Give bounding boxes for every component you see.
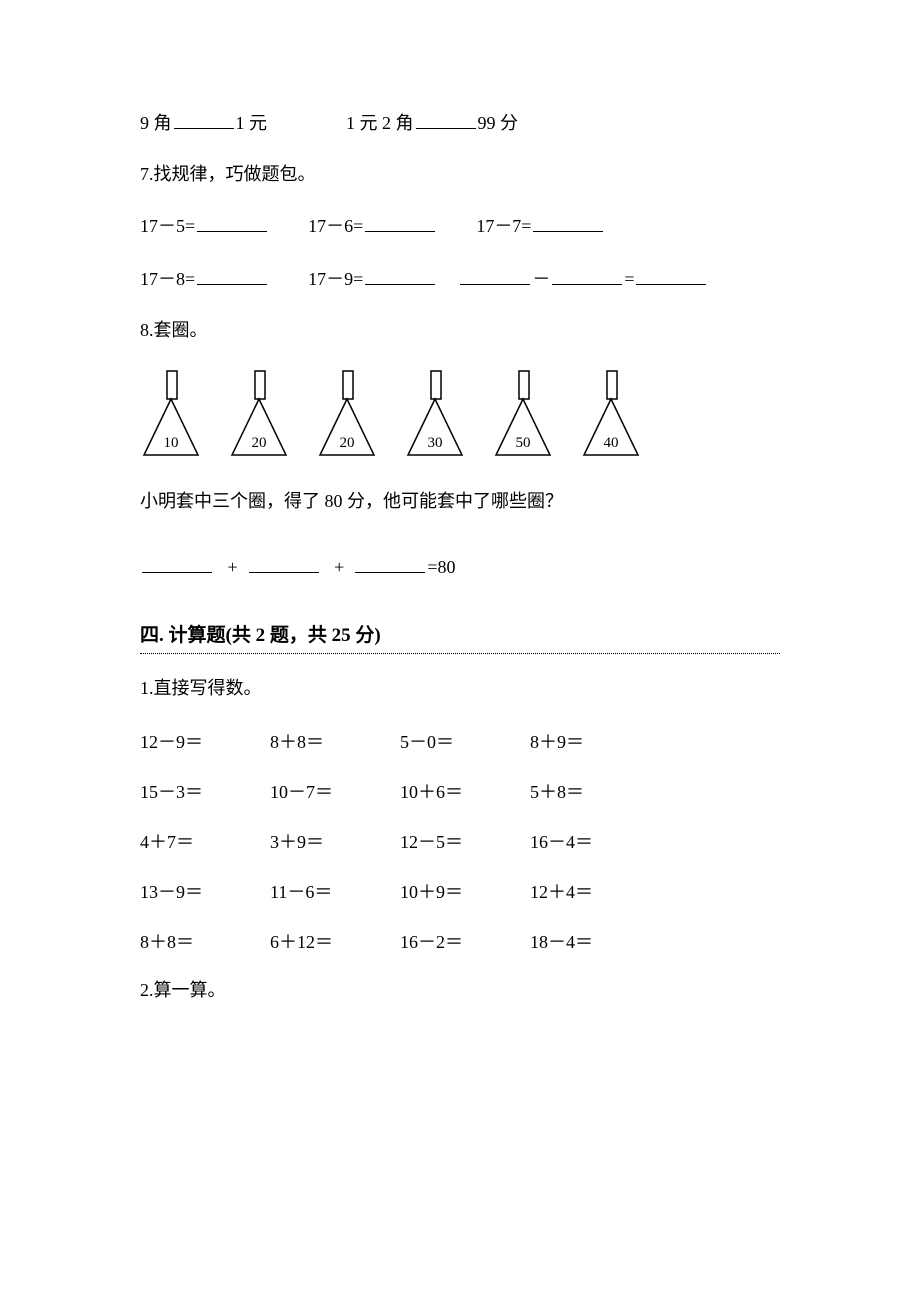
blank[interactable] xyxy=(355,554,425,573)
s4-q1-title: 直接写得数。 xyxy=(154,678,262,698)
calc-grid: 12－9＝ 8＋8＝ 5－0＝ 8＋9＝ 15－3＝ 10－7＝ 10＋6＝ 5… xyxy=(140,728,780,954)
calc-cell: 18－4＝ xyxy=(530,928,660,954)
calc-cell: 12－9＝ xyxy=(140,728,270,754)
s4-q2-number: 2. xyxy=(140,980,154,1000)
section4-title: 四. 计算题(共 2 题，共 25 分) xyxy=(140,620,780,647)
calc-row: 8＋8＝ 6＋12＝ 16－2＝ 18－4＝ xyxy=(140,928,780,954)
q7-expr: 17－9= xyxy=(308,269,363,289)
blank[interactable] xyxy=(636,266,706,285)
funnel-row: 10 20 20 30 50 40 xyxy=(140,369,780,459)
blank[interactable] xyxy=(552,266,622,285)
q6-right-b: 99 分 xyxy=(478,113,519,133)
blank[interactable] xyxy=(142,554,212,573)
blank[interactable] xyxy=(197,266,267,285)
plus: + xyxy=(334,557,344,577)
q8-number: 8. xyxy=(140,320,154,340)
blank[interactable] xyxy=(460,266,530,285)
calc-cell: 8＋8＝ xyxy=(140,928,270,954)
q7-title: 找规律，巧做题包。 xyxy=(154,164,316,184)
calc-cell: 6＋12＝ xyxy=(270,928,400,954)
blank[interactable] xyxy=(533,213,603,232)
calc-row: 15－3＝ 10－7＝ 10＋6＝ 5＋8＝ xyxy=(140,778,780,804)
q6-line: 9 角 1 元 1 元 2 角 99 分 xyxy=(140,110,780,136)
calc-cell: 12＋4＝ xyxy=(530,878,660,904)
q7-number: 7. xyxy=(140,164,154,184)
calc-cell: 8＋8＝ xyxy=(270,728,400,754)
calc-cell: 10－7＝ xyxy=(270,778,400,804)
funnel-icon: 30 xyxy=(404,369,466,459)
calc-cell: 10＋6＝ xyxy=(400,778,530,804)
calc-cell: 13－9＝ xyxy=(140,878,270,904)
blank[interactable] xyxy=(174,110,234,129)
eq: = xyxy=(624,269,634,289)
s4-q1-heading: 1.直接写得数。 xyxy=(140,676,780,701)
q7-expr: 17－7= xyxy=(476,216,531,236)
q7-row1: 17－5= 17－6= 17－7= xyxy=(140,213,780,239)
calc-cell: 16－4＝ xyxy=(530,828,660,854)
funnel-icon: 50 xyxy=(492,369,554,459)
funnel-value: 30 xyxy=(428,435,443,451)
calc-cell: 5－0＝ xyxy=(400,728,530,754)
s4-q2-heading: 2.算一算。 xyxy=(140,978,780,1003)
blank[interactable] xyxy=(249,554,319,573)
q8-equation: + + =80 xyxy=(140,554,780,580)
calc-cell: 11－6＝ xyxy=(270,878,400,904)
calc-row: 13－9＝ 11－6＝ 10＋9＝ 12＋4＝ xyxy=(140,878,780,904)
funnel-icon: 20 xyxy=(228,369,290,459)
q7-expr: 17－5= xyxy=(140,216,195,236)
funnel-value: 20 xyxy=(340,435,355,451)
funnel-icon: 20 xyxy=(316,369,378,459)
q7-expr: 17－6= xyxy=(308,216,363,236)
q6-left-a: 9 角 xyxy=(140,113,172,133)
q7-heading: 7.找规律，巧做题包。 xyxy=(140,162,780,187)
funnel-value: 10 xyxy=(164,435,179,451)
blank[interactable] xyxy=(365,266,435,285)
plus: + xyxy=(228,557,238,577)
s4-q2-title: 算一算。 xyxy=(154,980,226,1000)
calc-cell: 5＋8＝ xyxy=(530,778,660,804)
calc-cell: 4＋7＝ xyxy=(140,828,270,854)
blank[interactable] xyxy=(197,213,267,232)
q8-question: 小明套中三个圈，得了 80 分，他可能套中了哪些圈？ xyxy=(140,489,780,514)
minus: － xyxy=(532,269,550,289)
calc-row: 4＋7＝ 3＋9＝ 12－5＝ 16－4＝ xyxy=(140,828,780,854)
q8-heading: 8.套圈。 xyxy=(140,318,780,343)
page: 9 角 1 元 1 元 2 角 99 分 7.找规律，巧做题包。 17－5= 17－… xyxy=(0,0,920,1302)
s4-q1-number: 1. xyxy=(140,678,154,698)
q7-expr: 17－8= xyxy=(140,269,195,289)
q6-right-a: 1 元 2 角 xyxy=(346,113,414,133)
calc-cell: 8＋9＝ xyxy=(530,728,660,754)
q8-title: 套圈。 xyxy=(154,320,208,340)
funnel-value: 50 xyxy=(516,435,531,451)
funnel-icon: 40 xyxy=(580,369,642,459)
funnel-value: 20 xyxy=(252,435,267,451)
calc-cell: 3＋9＝ xyxy=(270,828,400,854)
q7-row2: 17－8= 17－9= － = xyxy=(140,266,780,292)
calc-cell: 16－2＝ xyxy=(400,928,530,954)
funnel-value: 40 xyxy=(604,435,619,451)
q6-left-b: 1 元 xyxy=(236,113,268,133)
eq80: =80 xyxy=(427,557,455,577)
blank[interactable] xyxy=(365,213,435,232)
calc-cell: 15－3＝ xyxy=(140,778,270,804)
funnel-icon: 10 xyxy=(140,369,202,459)
section-underline xyxy=(140,653,780,654)
blank[interactable] xyxy=(416,110,476,129)
calc-row: 12－9＝ 8＋8＝ 5－0＝ 8＋9＝ xyxy=(140,728,780,754)
calc-cell: 12－5＝ xyxy=(400,828,530,854)
calc-cell: 10＋9＝ xyxy=(400,878,530,904)
